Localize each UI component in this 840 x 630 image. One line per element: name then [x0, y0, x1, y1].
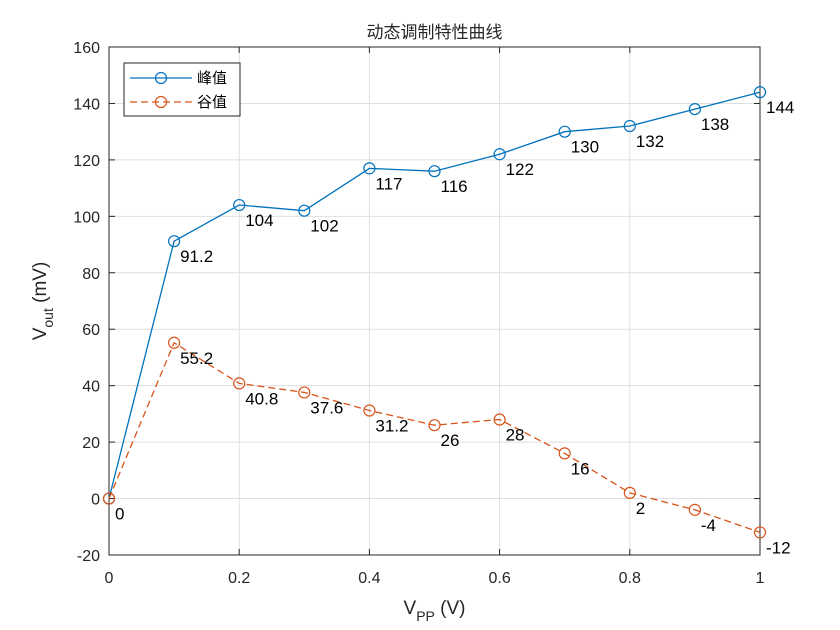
- y-tick-label: 120: [73, 153, 100, 170]
- x-axis-label: VPP (V): [404, 598, 466, 624]
- data-label-peak: 138: [701, 115, 729, 134]
- data-label-valley: 2: [636, 499, 645, 518]
- data-label-valley: 26: [441, 431, 460, 450]
- x-tick-label: 0: [105, 570, 114, 587]
- y-tick-label: 40: [82, 379, 100, 396]
- data-point-peak: [558, 125, 571, 138]
- data-label-valley: 40.8: [245, 389, 278, 408]
- legend-marker-valley: [154, 95, 168, 109]
- data-label-peak: 144: [766, 98, 794, 117]
- data-point-valley: [493, 413, 506, 426]
- legend-label-peak: 峰值: [197, 70, 227, 87]
- y-tick-label: 140: [73, 96, 100, 113]
- y-tick-label: -20: [77, 548, 100, 565]
- data-label-valley: 16: [571, 459, 590, 478]
- data-point-valley: [558, 447, 571, 460]
- data-label-valley: 31.2: [375, 417, 408, 436]
- plot-area: [109, 47, 760, 555]
- data-label-peak: 117: [375, 174, 402, 193]
- x-axis-label-main: V: [404, 598, 417, 619]
- y-axis-label-main: V: [30, 327, 51, 340]
- data-point-valley: [233, 377, 246, 390]
- y-tick-label: 160: [73, 40, 100, 57]
- data-labels: 91.2 104 102 117 116 122 130 132 138 144 0 55.2 40.8…: [115, 98, 794, 557]
- data-point-peak: [688, 102, 702, 116]
- data-point-peak: [493, 148, 506, 161]
- legend-marker-peak: [154, 71, 168, 85]
- y-tick-label: 80: [82, 266, 100, 283]
- y-axis-label-unit: (mV): [30, 262, 51, 308]
- x-tick-label: 0.4: [358, 570, 380, 587]
- data-point-peak: [298, 204, 311, 217]
- data-label-peak: 122: [506, 160, 534, 179]
- axes-box: [108, 46, 761, 556]
- x-tick-label: 0.6: [488, 570, 510, 587]
- data-label-valley: 37.6: [310, 398, 343, 417]
- data-label-valley: 28: [506, 426, 525, 445]
- chart-title: 动态调制特性曲线: [367, 23, 503, 42]
- legend-label-valley: 谷值: [197, 94, 227, 111]
- data-point-peak: [233, 198, 246, 212]
- data-label-valley: 55.2: [180, 349, 213, 368]
- data-point-peak: [623, 119, 636, 133]
- x-axis-label-subscript: PP: [416, 608, 435, 624]
- y-tick-label: 100: [73, 209, 100, 226]
- y-tick-label: 60: [82, 322, 100, 339]
- legend: 峰值 谷值: [123, 62, 241, 117]
- data-label-peak: 102: [310, 217, 338, 236]
- data-point-peak: [363, 162, 376, 175]
- y-tick-label: 20: [82, 435, 100, 452]
- series-group: [102, 86, 767, 539]
- x-tick-label: 1: [756, 570, 765, 587]
- data-point-peak: [428, 165, 441, 178]
- data-point-valley: [102, 492, 116, 505]
- data-label-valley: 0: [115, 505, 124, 524]
- x-tick-label: 0.8: [619, 570, 641, 587]
- data-label-peak: 132: [636, 132, 664, 151]
- data-point-valley: [363, 404, 376, 417]
- x-axis-label-unit: (V): [435, 598, 466, 619]
- data-point-peak: [753, 86, 767, 99]
- data-point-valley: [623, 486, 636, 500]
- data-label-valley: -12: [766, 538, 791, 557]
- data-label-peak: 116: [441, 177, 468, 196]
- legend-box: [123, 62, 241, 117]
- data-point-valley: [168, 336, 181, 349]
- data-point-valley: [298, 386, 311, 399]
- data-label-valley: -4: [701, 516, 716, 535]
- y-axis-label-subscript: out: [40, 308, 56, 328]
- x-tick-label: 0.2: [228, 570, 250, 587]
- y-tick-label: 0: [91, 492, 100, 509]
- y-axis-label: Vout (mV): [30, 262, 56, 341]
- data-point-valley: [688, 503, 702, 516]
- grid-lines: [108, 46, 761, 556]
- data-point-valley: [753, 526, 767, 539]
- series-line-peak: [108, 91, 761, 499]
- data-point-valley: [428, 419, 441, 432]
- data-label-peak: 91.2: [180, 247, 213, 266]
- data-point-peak: [168, 235, 181, 248]
- series-line-valley: [108, 341, 761, 534]
- data-label-peak: 104: [245, 211, 273, 230]
- data-label-peak: 130: [571, 138, 599, 157]
